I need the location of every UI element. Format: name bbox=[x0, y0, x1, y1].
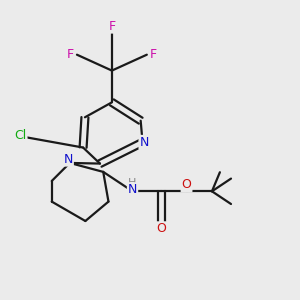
Text: N: N bbox=[140, 136, 149, 149]
Text: N: N bbox=[128, 183, 137, 196]
Text: O: O bbox=[156, 222, 166, 235]
Text: O: O bbox=[182, 178, 191, 191]
Text: F: F bbox=[67, 48, 74, 61]
Text: F: F bbox=[150, 48, 157, 61]
Text: Cl: Cl bbox=[14, 129, 26, 142]
Text: F: F bbox=[108, 20, 116, 33]
Text: H: H bbox=[128, 178, 137, 188]
Text: N: N bbox=[64, 153, 73, 166]
